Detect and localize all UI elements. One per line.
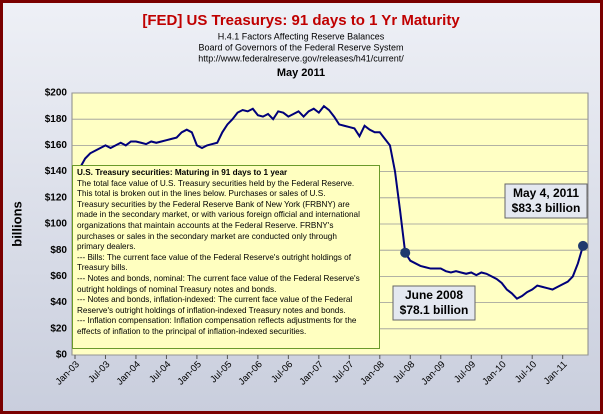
note-line: primary dealers. [77,242,136,252]
y-tick-label: $20 [50,323,67,334]
y-tick-label: $100 [45,219,68,230]
note: U.S. Treasury securities: Maturing in 91… [72,165,380,349]
subtitle: http://www.federalreserve.gov/releases/h… [198,53,404,63]
date: May 2011 [277,67,325,79]
y-tick-label: $180 [45,114,68,125]
note-line: Treasury bills. [77,263,128,273]
note-line: The total face value of U.S. Treasury se… [77,178,355,188]
note-heading: U.S. Treasury securities: Maturing in 91… [77,168,288,177]
subtitle: Board of Governors of the Federal Reserv… [198,42,403,52]
note-line: --- Inflation compensation: Inflation co… [77,316,357,326]
note-line: --- Notes and bonds, inflation-indexed: … [77,295,353,305]
y-tick-label: $160 [45,140,68,151]
annotation: $83.3 billion [512,201,581,215]
annotation: May 4, 2011 [513,186,579,200]
y-tick-label: $140 [45,166,68,177]
note-line: This total is broken out in the lines be… [77,189,326,199]
highlight-point [400,247,411,258]
annotation-box [504,183,588,219]
y-tick-label: $60 [50,271,67,282]
note-line: made in the secondary market, or with va… [77,210,360,220]
chart-title: [FED] US Treasurys: 91 days to 1 Yr Matu… [142,12,460,29]
note-line: --- Bills: The current face value of the… [77,252,352,262]
series-line [74,104,584,300]
y-tick-label: $40 [50,297,67,308]
note-line: Treasury securities by the Federal Reser… [77,199,350,209]
y-tick-label: $0 [56,350,68,361]
annotation: $78.1 billion [400,303,469,317]
y-tick-label: $200 [45,88,68,99]
note-line: --- Notes and bonds, nominal: The curren… [77,273,360,283]
note-line: outright holdings of nominal Treasury no… [77,284,277,294]
annotation: June 2008 [405,288,463,302]
note-line: effects of inflation to the principal of… [77,326,307,336]
annotation-box [392,285,476,321]
subtitle: H.4.1 Factors Affecting Reserve Balances [218,31,385,41]
note-line: purchases or sales in the secondary mark… [77,231,337,241]
highlight-point [578,240,588,251]
note-box: U.S. Treasury securities: Maturing in 91… [72,165,380,349]
y-axis-label: billions [9,201,24,247]
y-tick-label: $80 [50,245,67,256]
note-line: Reserve's outright holdings of inflation… [77,305,346,315]
note-line: organizations that maintain accounts at … [77,220,334,230]
y-tick-label: $120 [45,192,68,203]
